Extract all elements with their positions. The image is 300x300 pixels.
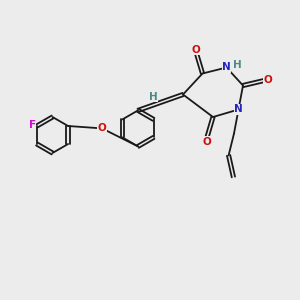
Text: O: O bbox=[98, 123, 106, 134]
Text: O: O bbox=[191, 45, 200, 55]
Text: F: F bbox=[29, 119, 36, 130]
Text: H: H bbox=[232, 59, 242, 70]
Text: O: O bbox=[264, 75, 273, 85]
Text: N: N bbox=[222, 62, 231, 73]
Text: O: O bbox=[202, 136, 211, 147]
Text: H: H bbox=[148, 92, 158, 102]
Text: N: N bbox=[234, 104, 243, 115]
